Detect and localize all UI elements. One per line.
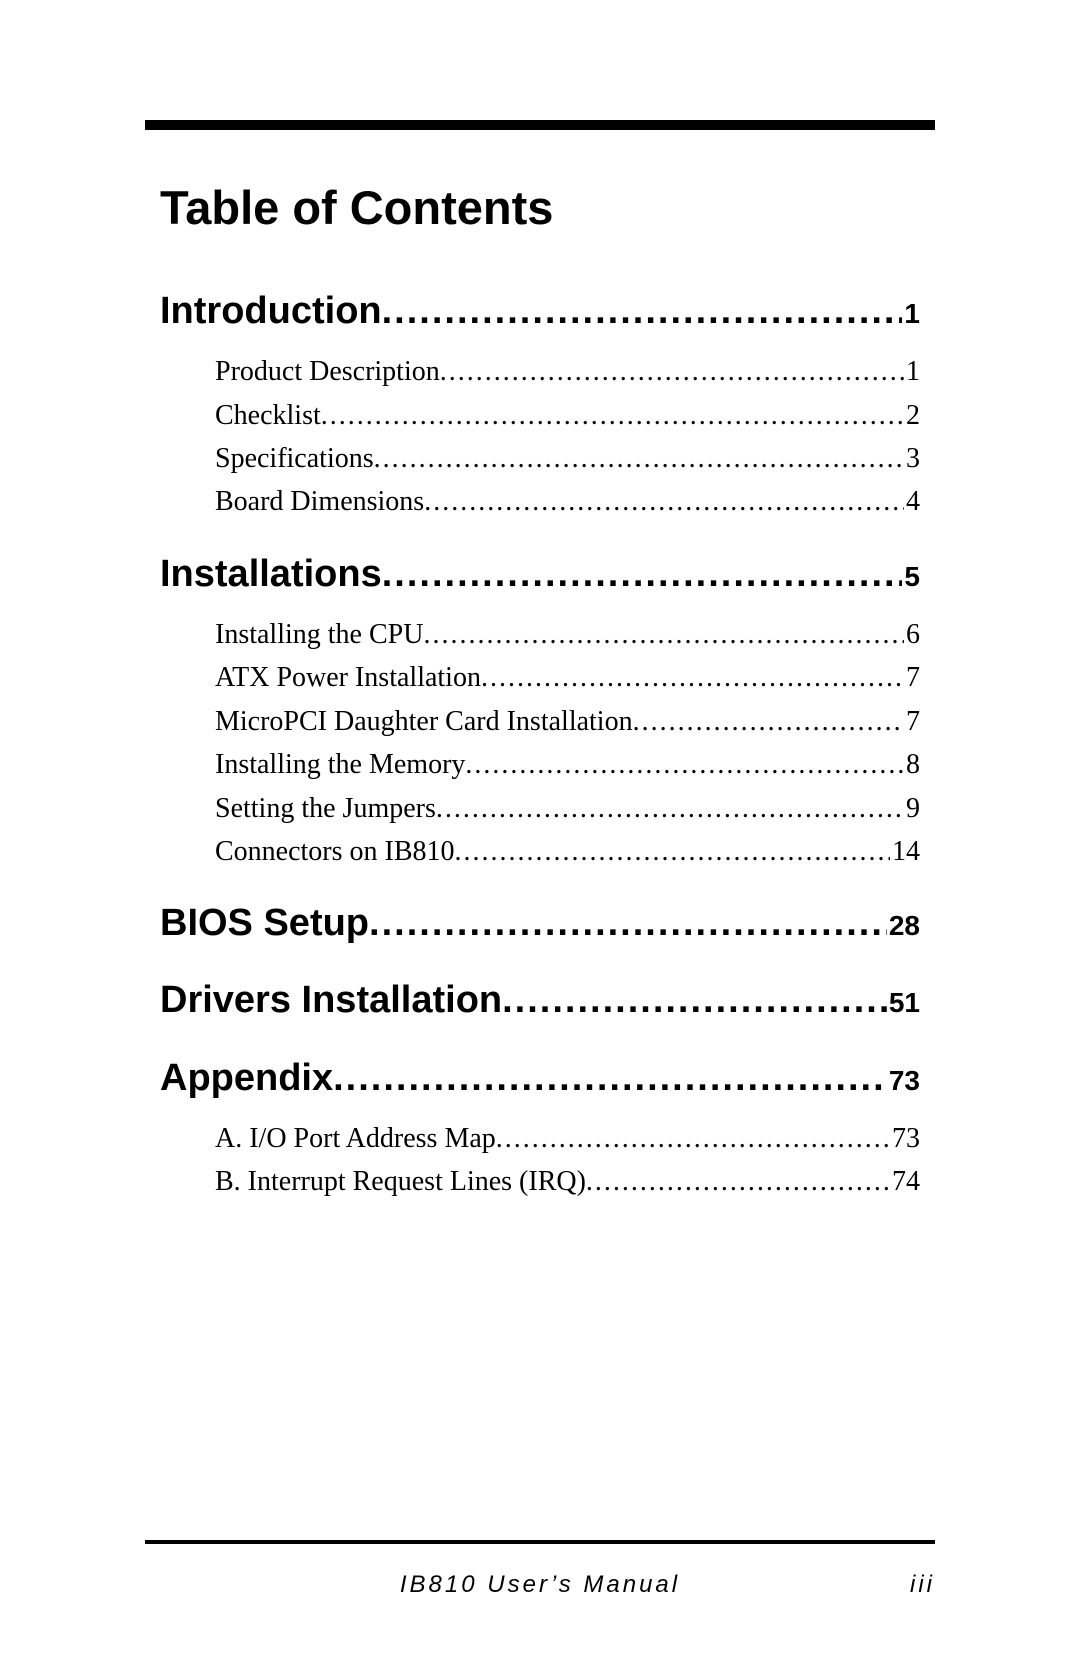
toc-section-page: 51 xyxy=(887,983,920,1022)
toc-item: Setting the Jumpers 9 xyxy=(160,787,920,830)
toc-section-bios-setup: BIOS Setup 28 xyxy=(160,897,920,950)
toc-leader xyxy=(374,437,904,480)
toc-item: Specifications 3 xyxy=(160,437,920,480)
toc-item-label: Installing the CPU xyxy=(215,613,423,656)
toc-item-page: 9 xyxy=(904,787,920,830)
toc-item-label: MicroPCI Daughter Card Installation xyxy=(215,700,633,743)
toc-leader xyxy=(633,700,904,743)
toc-leader xyxy=(465,743,904,786)
toc-section-label: Introduction xyxy=(160,285,382,338)
toc-item: Checklist 2 xyxy=(160,394,920,437)
toc-item-page: 1 xyxy=(904,350,920,393)
toc-item-label: Connectors on IB810 xyxy=(215,830,455,873)
toc-section-label: Appendix xyxy=(160,1052,333,1105)
toc-item-page: 6 xyxy=(904,613,920,656)
toc-section-installations: Installations 5 xyxy=(160,548,920,601)
toc-leader xyxy=(321,394,904,437)
toc-leader xyxy=(586,1160,890,1203)
toc-section-page: 5 xyxy=(902,557,920,596)
content-area: Table of Contents Introduction 1 Product… xyxy=(160,180,920,1204)
toc-section-drivers-installation: Drivers Installation 51 xyxy=(160,974,920,1027)
toc-item: Connectors on IB810 14 xyxy=(160,830,920,873)
toc-item: MicroPCI Daughter Card Installation 7 xyxy=(160,700,920,743)
toc-item-label: Board Dimensions xyxy=(215,480,424,523)
toc-leader xyxy=(440,350,904,393)
bottom-horizontal-rule xyxy=(145,1540,935,1544)
toc-item-page: 3 xyxy=(904,437,920,480)
toc-item-label: B. Interrupt Request Lines (IRQ) xyxy=(215,1160,586,1203)
toc-item: A. I/O Port Address Map 73 xyxy=(160,1117,920,1160)
toc-section-page: 28 xyxy=(887,906,920,945)
toc-item-label: A. I/O Port Address Map xyxy=(215,1117,496,1160)
toc-item-label: Product Description xyxy=(215,350,440,393)
toc-section-page: 1 xyxy=(902,294,920,333)
toc-section-appendix: Appendix 73 xyxy=(160,1052,920,1105)
toc-item-label: Installing the Memory xyxy=(215,743,465,786)
toc-leader xyxy=(455,830,890,873)
toc-section-page: 73 xyxy=(887,1061,920,1100)
toc-item-page: 4 xyxy=(904,480,920,523)
toc-item: Product Description 1 xyxy=(160,350,920,393)
document-page: Table of Contents Introduction 1 Product… xyxy=(0,0,1080,1669)
toc-item: ATX Power Installation 7 xyxy=(160,656,920,699)
toc-item: Installing the Memory 8 xyxy=(160,743,920,786)
toc-leader xyxy=(502,974,887,1027)
toc-section-label: BIOS Setup xyxy=(160,897,369,950)
toc-item-page: 7 xyxy=(904,656,920,699)
toc-item-page: 14 xyxy=(890,830,920,873)
toc-item-page: 7 xyxy=(904,700,920,743)
toc-item: B. Interrupt Request Lines (IRQ) 74 xyxy=(160,1160,920,1203)
toc-section-introduction: Introduction 1 xyxy=(160,285,920,338)
page-title: Table of Contents xyxy=(160,180,920,235)
toc-leader xyxy=(369,897,887,950)
toc-item-page: 2 xyxy=(904,394,920,437)
toc-leader xyxy=(333,1052,887,1105)
toc-leader xyxy=(423,613,904,656)
toc-item-page: 74 xyxy=(890,1160,920,1203)
toc-item-page: 8 xyxy=(904,743,920,786)
toc-section-label: Drivers Installation xyxy=(160,974,502,1027)
toc-leader xyxy=(481,656,904,699)
toc-section-label: Installations xyxy=(160,548,382,601)
toc-leader xyxy=(424,480,904,523)
toc-leader xyxy=(436,787,904,830)
toc-item-label: ATX Power Installation xyxy=(215,656,481,699)
footer-center-text: IB810 User’s Manual xyxy=(145,1571,935,1599)
toc-item-label: Specifications xyxy=(215,437,374,480)
toc-item-page: 73 xyxy=(890,1117,920,1160)
toc-leader xyxy=(382,285,903,338)
toc-leader xyxy=(496,1117,890,1160)
toc-item: Installing the CPU 6 xyxy=(160,613,920,656)
toc-item: Board Dimensions 4 xyxy=(160,480,920,523)
toc-leader xyxy=(382,548,903,601)
top-horizontal-rule xyxy=(145,120,935,130)
toc-item-label: Checklist xyxy=(215,394,321,437)
page-footer: IB810 User’s Manual iii xyxy=(145,1571,935,1599)
toc-item-label: Setting the Jumpers xyxy=(215,787,436,830)
